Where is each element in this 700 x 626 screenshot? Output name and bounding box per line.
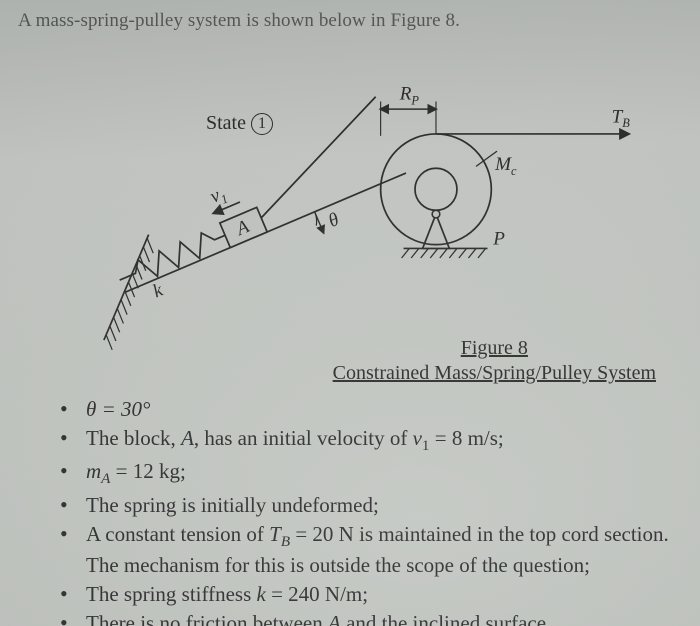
- label-p: P: [492, 229, 505, 250]
- given-friction: There is no friction between A and the i…: [60, 610, 686, 626]
- figure-number: Figure 8: [461, 337, 528, 359]
- label-k: k: [150, 279, 166, 302]
- given-tension: A constant tension of TB = 20 N is maint…: [60, 521, 686, 579]
- given-mass: mA = 12 kg;: [60, 458, 686, 490]
- label-tb: TB: [612, 106, 631, 130]
- figure-container: State 1: [18, 36, 686, 396]
- label-rp: RP: [399, 84, 420, 108]
- given-theta-text: θ = 30°: [86, 397, 150, 421]
- given-list: θ = 30° The block, A, has an initial vel…: [18, 396, 686, 626]
- intro-text: A mass-spring-pulley system is shown bel…: [18, 10, 686, 32]
- given-theta: θ = 30°: [60, 396, 686, 423]
- rp-marker: RP: [381, 84, 436, 136]
- spring: [115, 225, 229, 291]
- fixed-wall: [102, 235, 160, 350]
- given-spring-initial: The spring is initially undeformed;: [60, 492, 686, 519]
- pulley: Mc P RP TB: [381, 84, 631, 258]
- theta-marker: θ: [311, 204, 342, 237]
- given-stiffness: The spring stiffness k = 240 N/m;: [60, 581, 686, 608]
- cord-block-pulley: [235, 97, 402, 218]
- label-theta: θ: [325, 209, 342, 232]
- figure-caption: Figure 8 Constrained Mass/Spring/Pulley …: [333, 336, 656, 386]
- label-v1: v1: [207, 182, 230, 210]
- label-mc: Mc: [494, 154, 517, 178]
- figure-title: Constrained Mass/Spring/Pulley System: [333, 362, 656, 384]
- given-velocity: The block, A, has an initial velocity of…: [60, 425, 686, 457]
